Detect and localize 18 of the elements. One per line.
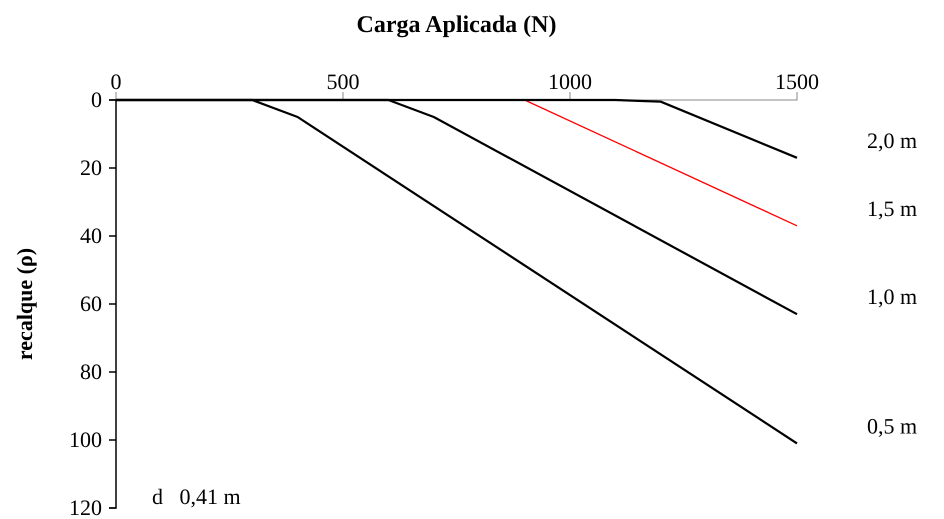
x-tick-label: 1500 bbox=[775, 69, 819, 94]
text: 1,5 m bbox=[867, 196, 918, 221]
annotation: d 0,41 m bbox=[152, 484, 241, 509]
text: 0,5 m bbox=[867, 413, 918, 438]
y-axis-title: recalque (ρ) bbox=[12, 248, 37, 360]
text: 1,0 m bbox=[867, 284, 918, 310]
x-tick-label: 1000 bbox=[548, 69, 592, 94]
y-tick-label: 20 bbox=[80, 155, 102, 180]
y-tick-label: 60 bbox=[80, 291, 102, 316]
x-axis-title: Carga Aplicada (N) bbox=[356, 12, 556, 38]
y-tick-label: 40 bbox=[80, 223, 102, 248]
y-tick-label: 100 bbox=[69, 427, 102, 452]
x-tick-label: 0 bbox=[110, 69, 122, 94]
y-tick-label: 0 bbox=[91, 87, 102, 112]
y-tick-label: 120 bbox=[69, 495, 102, 519]
x-tick-label: 500 bbox=[326, 69, 360, 94]
text: 2,0 m bbox=[867, 128, 918, 153]
y-tick-label: 80 bbox=[80, 359, 102, 384]
